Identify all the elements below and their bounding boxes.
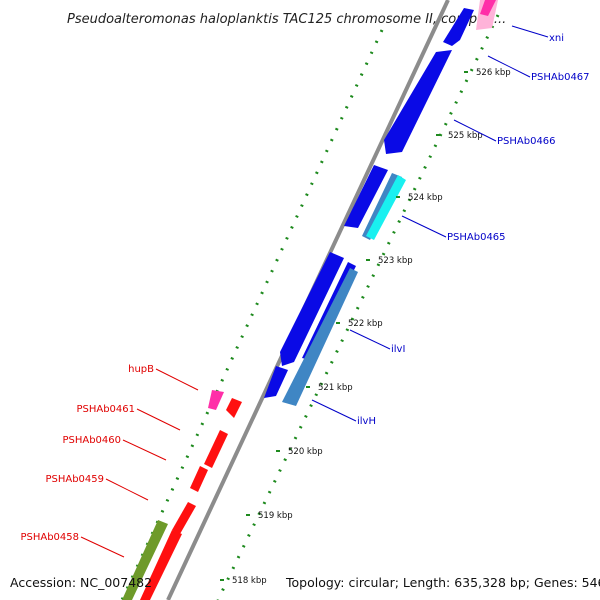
gene-label[interactable]: hupB	[128, 364, 154, 375]
map-title: Pseudoalteromonas haloplanktis TAC125 ch…	[67, 12, 506, 27]
gene-PSHAb0460[interactable]	[204, 430, 228, 468]
gene-label[interactable]: PSHAb0466	[497, 136, 556, 147]
gene-PSHAb0467[interactable]	[384, 50, 452, 154]
gene-magenta-top[interactable]	[480, 0, 496, 16]
tick-label: 525 kbp	[448, 131, 483, 141]
accession: Accession: NC_007482	[10, 575, 152, 590]
gene-hupB[interactable]	[208, 390, 224, 410]
gene-label[interactable]: ilvH	[357, 416, 376, 427]
label-connector	[105, 478, 149, 501]
label-connector	[349, 329, 391, 350]
tick-label: 519 kbp	[258, 511, 293, 521]
gene-PSHAb0458[interactable]	[172, 502, 196, 534]
tick-label: 518 kbp	[232, 576, 267, 586]
forward-genes	[264, 0, 498, 406]
tick-label: 523 kbp	[378, 256, 413, 266]
gene-ilvI[interactable]	[280, 252, 344, 366]
tick-label: 524 kbp	[408, 193, 443, 203]
label-connector	[311, 399, 357, 422]
gene-label[interactable]: PSHAb0458	[20, 532, 79, 543]
reverse-labels: hupB PSHAb0461 PSHAb0460 PSHAb0459 PSHAb0458	[20, 364, 199, 558]
tick-label: 522 kbp	[348, 319, 383, 329]
inner-dotted-track	[120, 29, 384, 600]
label-connector	[401, 215, 447, 238]
outer-dotted-track	[216, 14, 500, 600]
gene-label[interactable]: PSHAb0465	[447, 232, 506, 243]
gene-label[interactable]: PSHAb0459	[45, 474, 104, 485]
gene-PSHAb0466[interactable]	[344, 165, 388, 228]
forward-labels: xni PSHAb0467 PSHAb0466 PSHAb0465 ilvI ilvH	[311, 25, 590, 427]
gene-label[interactable]: xni	[549, 33, 564, 44]
label-connector	[453, 119, 497, 142]
gene-ilvH[interactable]	[282, 268, 358, 406]
tick-label: 526 kbp	[476, 68, 511, 78]
position-ticks: 518 kbp 519 kbp 520 kbp 521 kbp 522 kbp 523 k…	[220, 68, 511, 586]
tick-label: 520 kbp	[288, 447, 323, 457]
gene-label[interactable]: PSHAb0461	[76, 404, 135, 415]
gene-PSHAb0461[interactable]	[226, 398, 242, 418]
gene-olive[interactable]	[122, 520, 168, 600]
gene-label[interactable]: ilvI	[391, 344, 405, 355]
label-connector	[136, 408, 181, 431]
gene-xni[interactable]	[443, 8, 474, 46]
label-connector	[122, 439, 167, 461]
gene-PSHAb0465-b[interactable]	[366, 175, 406, 240]
gene-label[interactable]: PSHAb0467	[531, 72, 590, 83]
gene-label[interactable]: PSHAb0460	[62, 435, 121, 446]
genome-summary: Topology: circular; Length: 635,328 bp; …	[285, 575, 600, 590]
gene-PSHAb0459[interactable]	[190, 466, 208, 492]
gene-red-bottom[interactable]	[140, 530, 182, 600]
reverse-genes	[122, 390, 242, 600]
label-connector	[155, 368, 199, 391]
gene-blue-small[interactable]	[264, 366, 288, 398]
label-connector	[80, 536, 125, 558]
label-connector	[511, 25, 549, 38]
tick-label: 521 kbp	[318, 383, 353, 393]
label-connector	[487, 55, 531, 78]
